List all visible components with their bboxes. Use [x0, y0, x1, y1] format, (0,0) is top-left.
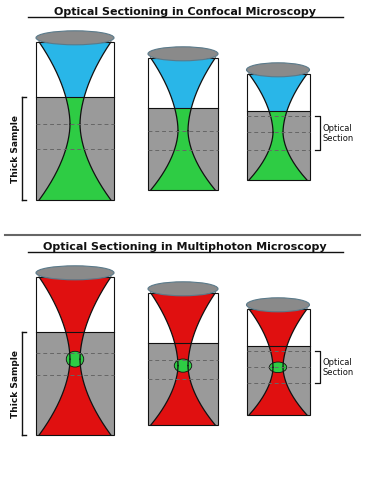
FancyBboxPatch shape — [36, 42, 114, 97]
FancyBboxPatch shape — [148, 293, 218, 343]
Polygon shape — [151, 131, 215, 190]
Ellipse shape — [66, 351, 84, 367]
FancyBboxPatch shape — [246, 74, 310, 111]
Polygon shape — [151, 293, 215, 366]
Polygon shape — [249, 74, 307, 111]
Polygon shape — [249, 132, 307, 180]
Text: Thick Sample: Thick Sample — [11, 349, 19, 418]
Polygon shape — [39, 124, 111, 200]
FancyBboxPatch shape — [246, 346, 310, 415]
FancyBboxPatch shape — [36, 277, 114, 332]
FancyBboxPatch shape — [36, 97, 114, 200]
Ellipse shape — [174, 359, 192, 372]
Ellipse shape — [36, 31, 114, 45]
Text: Optical Sectioning in Multiphoton Microscopy: Optical Sectioning in Multiphoton Micros… — [43, 242, 327, 252]
Ellipse shape — [148, 282, 218, 296]
FancyBboxPatch shape — [148, 343, 218, 425]
FancyBboxPatch shape — [36, 332, 114, 435]
Ellipse shape — [148, 47, 218, 61]
Polygon shape — [151, 58, 215, 108]
Polygon shape — [249, 309, 307, 367]
Polygon shape — [151, 366, 215, 425]
Ellipse shape — [269, 362, 287, 372]
Polygon shape — [66, 97, 84, 124]
FancyBboxPatch shape — [246, 309, 310, 346]
Text: Thick Sample: Thick Sample — [11, 115, 19, 183]
FancyBboxPatch shape — [148, 58, 218, 108]
Polygon shape — [175, 108, 191, 131]
Polygon shape — [39, 42, 111, 97]
Ellipse shape — [36, 266, 114, 280]
Polygon shape — [269, 111, 287, 132]
FancyBboxPatch shape — [246, 111, 310, 180]
Text: Optical
Section: Optical Section — [323, 124, 354, 143]
Text: Optical Sectioning in Confocal Microscopy: Optical Sectioning in Confocal Microscop… — [54, 7, 316, 17]
Text: Optical
Section: Optical Section — [323, 358, 354, 377]
Ellipse shape — [246, 298, 310, 312]
Ellipse shape — [246, 63, 310, 77]
Polygon shape — [39, 277, 111, 359]
Polygon shape — [249, 367, 307, 415]
Polygon shape — [39, 359, 111, 435]
FancyBboxPatch shape — [148, 108, 218, 190]
